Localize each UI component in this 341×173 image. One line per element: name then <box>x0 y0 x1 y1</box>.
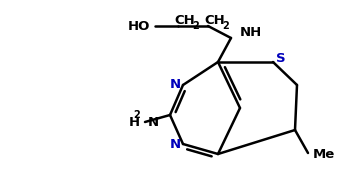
Text: 2: 2 <box>193 21 199 31</box>
Text: N: N <box>170 138 181 151</box>
Text: CH: CH <box>175 13 195 26</box>
Text: NH: NH <box>240 25 262 39</box>
Text: 2: 2 <box>133 110 140 120</box>
Text: S: S <box>276 52 286 65</box>
Text: N: N <box>148 116 159 129</box>
Text: HO: HO <box>128 20 150 33</box>
Text: H: H <box>129 116 140 129</box>
Text: 2: 2 <box>223 21 229 31</box>
Text: N: N <box>170 79 181 92</box>
Text: CH: CH <box>205 13 225 26</box>
Text: Me: Me <box>313 148 335 162</box>
